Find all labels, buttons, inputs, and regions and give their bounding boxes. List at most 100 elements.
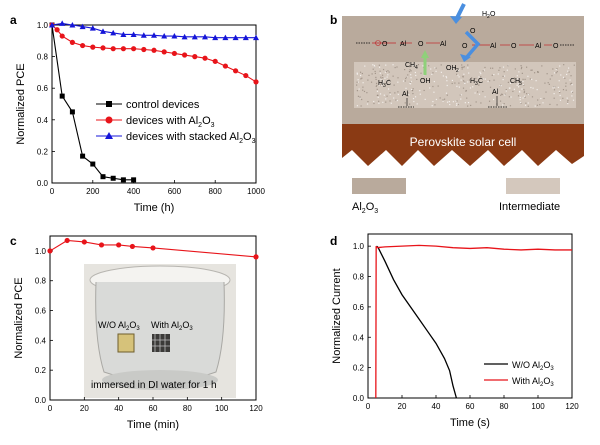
speckle-dot (539, 104, 541, 106)
speckle-dot (475, 77, 477, 80)
speckle-dot (502, 79, 504, 81)
data-point-a-1-19 (233, 68, 239, 74)
speckle-dot (468, 79, 471, 81)
speckle-dot (553, 72, 556, 74)
speckle-dot (395, 99, 397, 101)
speckle-dot (378, 84, 381, 86)
speckle-dot (416, 78, 418, 81)
speckle-dot (542, 102, 544, 104)
speckle-dot (552, 87, 554, 89)
speckle-dot (387, 74, 389, 76)
speckle-dot (464, 102, 466, 104)
speckle-dot (467, 81, 469, 83)
plot-frame-d (367, 233, 573, 399)
speckle-dot (522, 83, 524, 86)
speckle-dot (551, 75, 553, 77)
series-line-d-0 (376, 245, 458, 399)
speckle-dot (494, 91, 497, 93)
speckle-dot (564, 77, 566, 79)
speckle-dot (531, 96, 534, 98)
x-tick-label-d-5: 100 (531, 402, 545, 411)
legend-d-wo: W/O Al2O3 (512, 360, 554, 372)
speckle-dot (456, 100, 458, 102)
speckle-dot (367, 100, 369, 103)
speckle-dot (503, 103, 505, 105)
x-tick-label-a-0: 0 (50, 187, 55, 196)
y-tick-label-d-5: 1.0 (353, 242, 365, 251)
speckle-dot (378, 100, 380, 102)
speckle-dot (523, 91, 525, 94)
speckle-dot (411, 90, 414, 92)
speckle-dot (446, 94, 448, 96)
data-point-a-0-2 (69, 109, 75, 115)
speckle-dot (442, 75, 444, 77)
speckle-dot (406, 95, 408, 97)
speckle-dot (383, 80, 385, 82)
speckle-dot (439, 97, 441, 99)
speckle-dot (454, 67, 456, 69)
speckle-dot (388, 71, 390, 73)
speckle-dot (510, 96, 512, 98)
speckle-dot (491, 74, 493, 76)
speckle-dot (358, 88, 360, 90)
speckle-dot (567, 67, 570, 69)
speckle-dot (567, 101, 569, 103)
svg-text:H: H (378, 80, 383, 87)
speckle-dot (497, 73, 499, 75)
legend-a-marker-stacked (105, 132, 113, 139)
speckle-dot (464, 82, 466, 84)
speckle-dot (536, 89, 538, 91)
speckle-dot (366, 92, 368, 94)
speckle-dot (451, 82, 453, 85)
speckle-dot (547, 82, 549, 84)
speckle-dot (410, 80, 412, 83)
speckle-dot (378, 102, 380, 104)
speckle-dot (373, 102, 375, 105)
speckle-dot (386, 76, 388, 78)
data-point-c-0-1 (64, 237, 70, 244)
speckle-dot (405, 76, 408, 78)
speckle-dot (562, 97, 564, 99)
speckle-dot (384, 77, 386, 79)
speckle-dot (555, 72, 557, 74)
plot-frame-a (51, 24, 257, 184)
speckle-dot (357, 95, 360, 97)
speckle-dot (484, 66, 486, 69)
speckle-dot (468, 72, 470, 74)
speckle-dot (522, 80, 524, 83)
speckle-dot (466, 97, 468, 99)
speckle-dot (558, 90, 560, 92)
speckle-dot (356, 105, 359, 107)
speckle-dot (490, 67, 492, 69)
speckle-dot (460, 98, 462, 100)
speckle-dot (533, 72, 536, 74)
legend-d: W/O Al2O3 With Al2O3 (484, 360, 554, 388)
speckle-dot (508, 96, 510, 98)
data-point-a-2-8 (130, 31, 137, 37)
svg-text:Al: Al (490, 43, 497, 50)
svg-text:O: O (462, 43, 468, 50)
speckle-dot (357, 79, 359, 81)
data-point-a-1-10 (141, 46, 147, 53)
svg-text:Al: Al (492, 89, 499, 96)
data-point-a-1-14 (182, 52, 188, 58)
speckle-dot (383, 94, 385, 96)
y-tick-label-d-4: 0.8 (353, 273, 365, 282)
speckle-dot (536, 104, 538, 106)
speckle-dot (499, 100, 502, 102)
speckle-dot (392, 75, 394, 77)
data-point-a-2-2 (69, 22, 76, 28)
speckle-dot (507, 65, 509, 67)
data-point-c-0-0 (47, 248, 53, 254)
speckle-dot (402, 80, 405, 82)
x-tick-label-d-3: 60 (466, 402, 475, 411)
speckle-dot (544, 82, 546, 84)
speckle-dot (546, 73, 548, 75)
y-tick-label-c-2: 0.4 (35, 336, 47, 345)
speckle-dot (408, 70, 411, 73)
speckle-dot (467, 102, 470, 104)
svg-text:2: 2 (456, 68, 459, 74)
speckle-dot (457, 70, 459, 72)
speckle-dot (493, 98, 495, 101)
